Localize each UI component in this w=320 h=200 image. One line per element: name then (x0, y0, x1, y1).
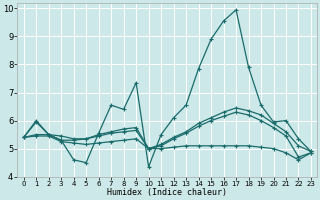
X-axis label: Humidex (Indice chaleur): Humidex (Indice chaleur) (107, 188, 227, 197)
